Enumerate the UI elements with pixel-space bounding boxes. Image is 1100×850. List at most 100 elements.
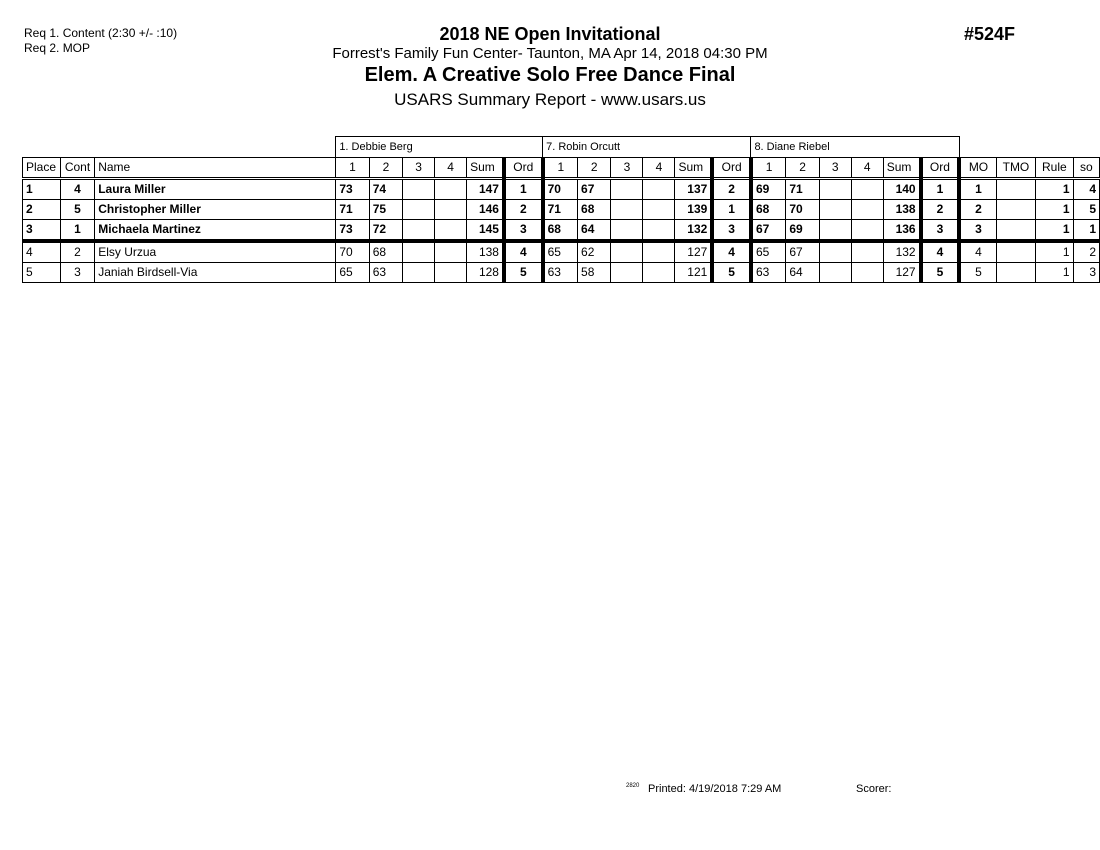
report-title: Elem. A Creative Solo Free Dance Final	[364, 64, 736, 86]
mark-cell	[850, 240, 884, 263]
header-cont: Cont	[59, 157, 96, 180]
mark-cell: 68	[748, 199, 787, 220]
header-ord: Ord	[918, 157, 960, 180]
judge-name-2: 7. Robin Orcutt	[542, 136, 752, 158]
place-cell: 4	[22, 240, 61, 263]
header-mark-4: 4	[850, 157, 884, 180]
header-sum: Sum	[674, 157, 713, 180]
skater-name-cell: Laura Miller	[94, 178, 337, 200]
mark-cell	[434, 240, 468, 263]
contestant-number-cell: 5	[59, 199, 96, 220]
mark-cell: 65	[335, 262, 370, 283]
header-mark-4: 4	[434, 157, 468, 180]
ordinal-cell: 4	[918, 240, 960, 263]
ordinal-cell: 2	[918, 199, 960, 220]
header-so: so	[1072, 157, 1100, 180]
ordinal-cell: 1	[502, 178, 544, 200]
ordinal-cell: 3	[502, 219, 544, 243]
rule-cell: 1	[1035, 199, 1074, 220]
mark-cell: 73	[335, 178, 370, 200]
so-cell: 2	[1072, 240, 1100, 263]
mark-cell	[818, 178, 852, 200]
sum-cell: 146	[466, 199, 505, 220]
header-mark-2: 2	[577, 157, 612, 180]
ordinal-cell: 1	[918, 178, 960, 200]
mark-cell: 72	[368, 219, 404, 243]
sum-cell: 138	[466, 240, 505, 263]
sum-cell: 139	[674, 199, 713, 220]
sum-cell: 147	[466, 178, 505, 200]
table-row: 3 1 Michaela Martinez 73 72 145 3 68 64 132 3 67 69 1…	[22, 219, 1100, 243]
mark-cell: 65	[540, 240, 579, 263]
mark-cell	[402, 219, 436, 243]
mark-cell	[818, 199, 852, 220]
ordinal-cell: 3	[710, 219, 752, 243]
mark-cell	[610, 199, 644, 220]
sum-cell: 121	[674, 262, 713, 283]
header-ord: Ord	[502, 157, 544, 180]
sum-cell: 145	[466, 219, 505, 243]
rule-cell: 1	[1035, 262, 1074, 283]
sum-cell: 127	[882, 262, 922, 283]
table-row: 5 3 Janiah Birdsell-Via 65 63 128 5 63 58 121 5 63 6…	[22, 262, 1100, 283]
sum-cell: 132	[882, 240, 922, 263]
judge-name-1: 1. Debbie Berg	[335, 136, 544, 158]
mark-cell: 62	[577, 240, 612, 263]
place-cell: 2	[22, 199, 61, 220]
mark-cell: 67	[785, 240, 820, 263]
mark-cell	[642, 178, 676, 200]
header-sum: Sum	[882, 157, 922, 180]
ordinal-cell: 2	[502, 199, 544, 220]
mark-cell	[850, 219, 884, 243]
mark-cell: 67	[748, 219, 787, 243]
judge-name-3: 8. Diane Riebel	[750, 136, 960, 158]
mark-cell	[642, 262, 676, 283]
sum-cell: 137	[674, 178, 713, 200]
sum-cell: 136	[882, 219, 922, 243]
header-mo: MO	[957, 157, 997, 180]
mark-cell: 67	[577, 178, 612, 200]
mark-cell: 70	[785, 199, 820, 220]
place-cell: 5	[22, 262, 61, 283]
ordinal-cell: 3	[918, 219, 960, 243]
mo-cell: 3	[957, 219, 997, 243]
header-mark-1: 1	[540, 157, 579, 180]
mark-cell: 63	[368, 262, 404, 283]
so-cell: 1	[1072, 219, 1100, 243]
mark-cell	[434, 178, 468, 200]
event-name: 2018 NE Open Invitational	[439, 24, 661, 44]
mark-cell: 73	[335, 219, 370, 243]
tmo-cell	[995, 219, 1037, 243]
sum-cell: 132	[674, 219, 713, 243]
mark-cell: 63	[540, 262, 579, 283]
tmo-cell	[995, 178, 1037, 200]
mark-cell	[642, 219, 676, 243]
ordinal-cell: 1	[710, 199, 752, 220]
event-code: #524F	[964, 24, 1016, 44]
tmo-cell	[995, 240, 1037, 263]
mark-cell: 63	[748, 262, 787, 283]
mark-cell	[402, 262, 436, 283]
mark-cell: 69	[748, 178, 787, 200]
mark-cell	[434, 262, 468, 283]
header-sum: Sum	[466, 157, 505, 180]
mark-cell	[818, 240, 852, 263]
header-ord: Ord	[710, 157, 752, 180]
place-cell: 1	[22, 178, 61, 200]
table-row: 1 4 Laura Miller 73 74 147 1 70 67 137 2 69 71 140 1 1 1…	[22, 178, 1100, 200]
mark-cell: 68	[540, 219, 579, 243]
mark-cell: 68	[368, 240, 404, 263]
header-mark-4: 4	[642, 157, 676, 180]
header-mark-3: 3	[402, 157, 436, 180]
mark-cell	[642, 240, 676, 263]
sum-cell: 127	[674, 240, 713, 263]
mo-cell: 5	[957, 262, 997, 283]
table-row: 2 5 Christopher Miller 71 75 146 2 71 68 139 1 68 70…	[22, 199, 1100, 220]
skater-name-cell: Christopher Miller	[94, 199, 337, 220]
printed-timestamp: Printed: 4/19/2018 7:29 AM	[648, 783, 782, 795]
tmo-cell	[995, 199, 1037, 220]
so-cell: 4	[1072, 178, 1100, 200]
judge-header-row: 1. Debbie Berg 7. Robin Orcutt 8. Diane Ri…	[23, 136, 1100, 158]
mark-cell: 64	[785, 262, 820, 283]
